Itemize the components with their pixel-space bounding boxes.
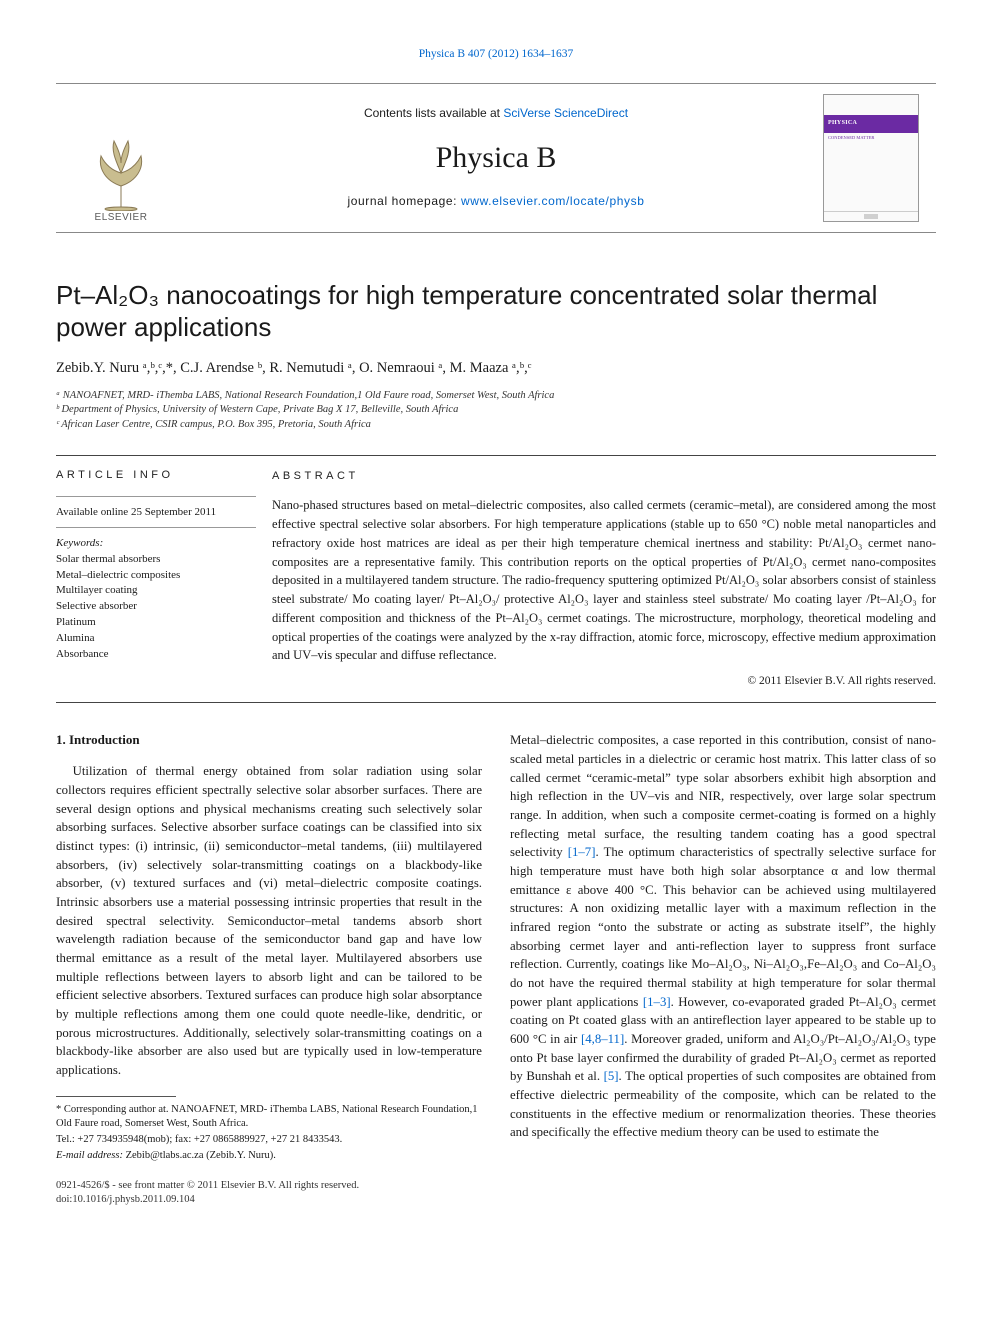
cover-band-text: PHYSICA	[828, 119, 857, 128]
affiliation-a: ᵃ NANOAFNET, MRD- iThemba LABS, National…	[56, 389, 936, 404]
publisher-logo-region: ELSEVIER	[56, 84, 186, 232]
homepage-link[interactable]: www.elsevier.com/locate/physb	[461, 194, 644, 208]
journal-masthead: ELSEVIER Contents lists available at Sci…	[56, 83, 936, 233]
article-meta-row: ARTICLE INFO Available online 25 Septemb…	[56, 455, 936, 704]
abstract-block: ABSTRACT Nano-phased structures based on…	[272, 456, 936, 703]
author-list: Zebib.Y. Nuru ᵃ,ᵇ,ᶜ,*, C.J. Arendse ᵇ, R…	[56, 358, 936, 379]
elsevier-tree-icon	[86, 131, 156, 211]
keyword-item: Absorbance	[56, 647, 256, 663]
intro-paragraph-cont: Metal–dielectric composites, a case repo…	[510, 731, 936, 1142]
keyword-item: Selective absorber	[56, 599, 256, 615]
body-text: . The optimum characteristics of spectra…	[510, 845, 936, 1008]
affiliation-b: ᵇ Department of Physics, University of W…	[56, 403, 936, 418]
affiliation-c: ᶜ African Laser Centre, CSIR campus, P.O…	[56, 418, 936, 433]
journal-name: Physica B	[436, 136, 557, 180]
keyword-item: Solar thermal absorbers	[56, 552, 256, 568]
keyword-item: Multilayer coating	[56, 583, 256, 599]
cover-subtitle: CONDENSED MATTER	[824, 133, 918, 142]
contents-line: Contents lists available at SciVerse Sci…	[364, 105, 628, 122]
email-label: E-mail address:	[56, 1150, 126, 1161]
elsevier-name: ELSEVIER	[95, 211, 148, 226]
keyword-item: Alumina	[56, 631, 256, 647]
article-info-block: ARTICLE INFO Available online 25 Septemb…	[56, 456, 272, 703]
footnotes: * Corresponding author at. NANOAFNET, MR…	[56, 1103, 482, 1164]
abstract-copyright: © 2011 Elsevier B.V. All rights reserved…	[272, 673, 936, 690]
body-columns: 1. Introduction Utilization of thermal e…	[56, 731, 936, 1206]
affiliations: ᵃ NANOAFNET, MRD- iThemba LABS, National…	[56, 389, 936, 433]
homepage-line: journal homepage: www.elsevier.com/locat…	[347, 193, 644, 210]
journal-cover-thumbnail: PHYSICA CONDENSED MATTER	[823, 94, 919, 222]
email-value: Zebib@tlabs.ac.za (Zebib.Y. Nuru).	[126, 1150, 276, 1161]
citation-link[interactable]: [4,8–11]	[581, 1032, 624, 1046]
citation-link[interactable]: [5]	[604, 1069, 619, 1083]
section-heading-intro: 1. Introduction	[56, 731, 482, 750]
keywords-list: Solar thermal absorbers Metal–dielectric…	[56, 552, 256, 664]
elsevier-logo: ELSEVIER	[78, 116, 164, 226]
available-online-line: Available online 25 September 2011	[56, 505, 256, 521]
footnote-rule	[56, 1096, 176, 1097]
journal-cover-region: PHYSICA CONDENSED MATTER	[806, 84, 936, 232]
telephone-note: Tel.: +27 734935948(mob); fax: +27 08658…	[56, 1133, 482, 1147]
column-right: Metal–dielectric composites, a case repo…	[510, 731, 936, 1206]
doi-line: doi:10.1016/j.physb.2011.09.104	[56, 1193, 482, 1207]
article-title: Pt–Al₂O₃ nanocoatings for high temperatu…	[56, 279, 936, 344]
contents-prefix: Contents lists available at	[364, 106, 503, 120]
running-head-link[interactable]: Physica B 407 (2012) 1634–1637	[56, 46, 936, 63]
corresponding-author-note: * Corresponding author at. NANOAFNET, MR…	[56, 1103, 482, 1131]
column-left: 1. Introduction Utilization of thermal e…	[56, 731, 482, 1206]
issn-line: 0921-4526/$ - see front matter © 2011 El…	[56, 1179, 482, 1193]
cover-toc-placeholder	[824, 141, 918, 210]
cover-footer	[824, 211, 918, 221]
keyword-item: Platinum	[56, 615, 256, 631]
intro-paragraph: Utilization of thermal energy obtained f…	[56, 762, 482, 1079]
page: Physica B 407 (2012) 1634–1637 ELSEVIER …	[0, 0, 992, 1263]
body-text: Metal–dielectric composites, a case repo…	[510, 733, 936, 859]
abstract-heading: ABSTRACT	[272, 468, 936, 485]
cover-band: PHYSICA	[824, 115, 918, 133]
masthead-center: Contents lists available at SciVerse Sci…	[186, 84, 806, 232]
homepage-prefix: journal homepage:	[347, 194, 461, 208]
citation-link[interactable]: [1–3]	[643, 995, 671, 1009]
front-matter-meta: 0921-4526/$ - see front matter © 2011 El…	[56, 1179, 482, 1206]
abstract-text: Nano-phased structures based on metal–di…	[272, 496, 936, 665]
citation-link[interactable]: [1–7]	[568, 845, 596, 859]
sciencedirect-link[interactable]: SciVerse ScienceDirect	[503, 106, 628, 120]
keyword-item: Metal–dielectric composites	[56, 568, 256, 584]
email-note: E-mail address: Zebib@tlabs.ac.za (Zebib…	[56, 1149, 482, 1163]
article-info-heading: ARTICLE INFO	[56, 468, 256, 484]
keywords-heading: Keywords:	[56, 536, 256, 552]
